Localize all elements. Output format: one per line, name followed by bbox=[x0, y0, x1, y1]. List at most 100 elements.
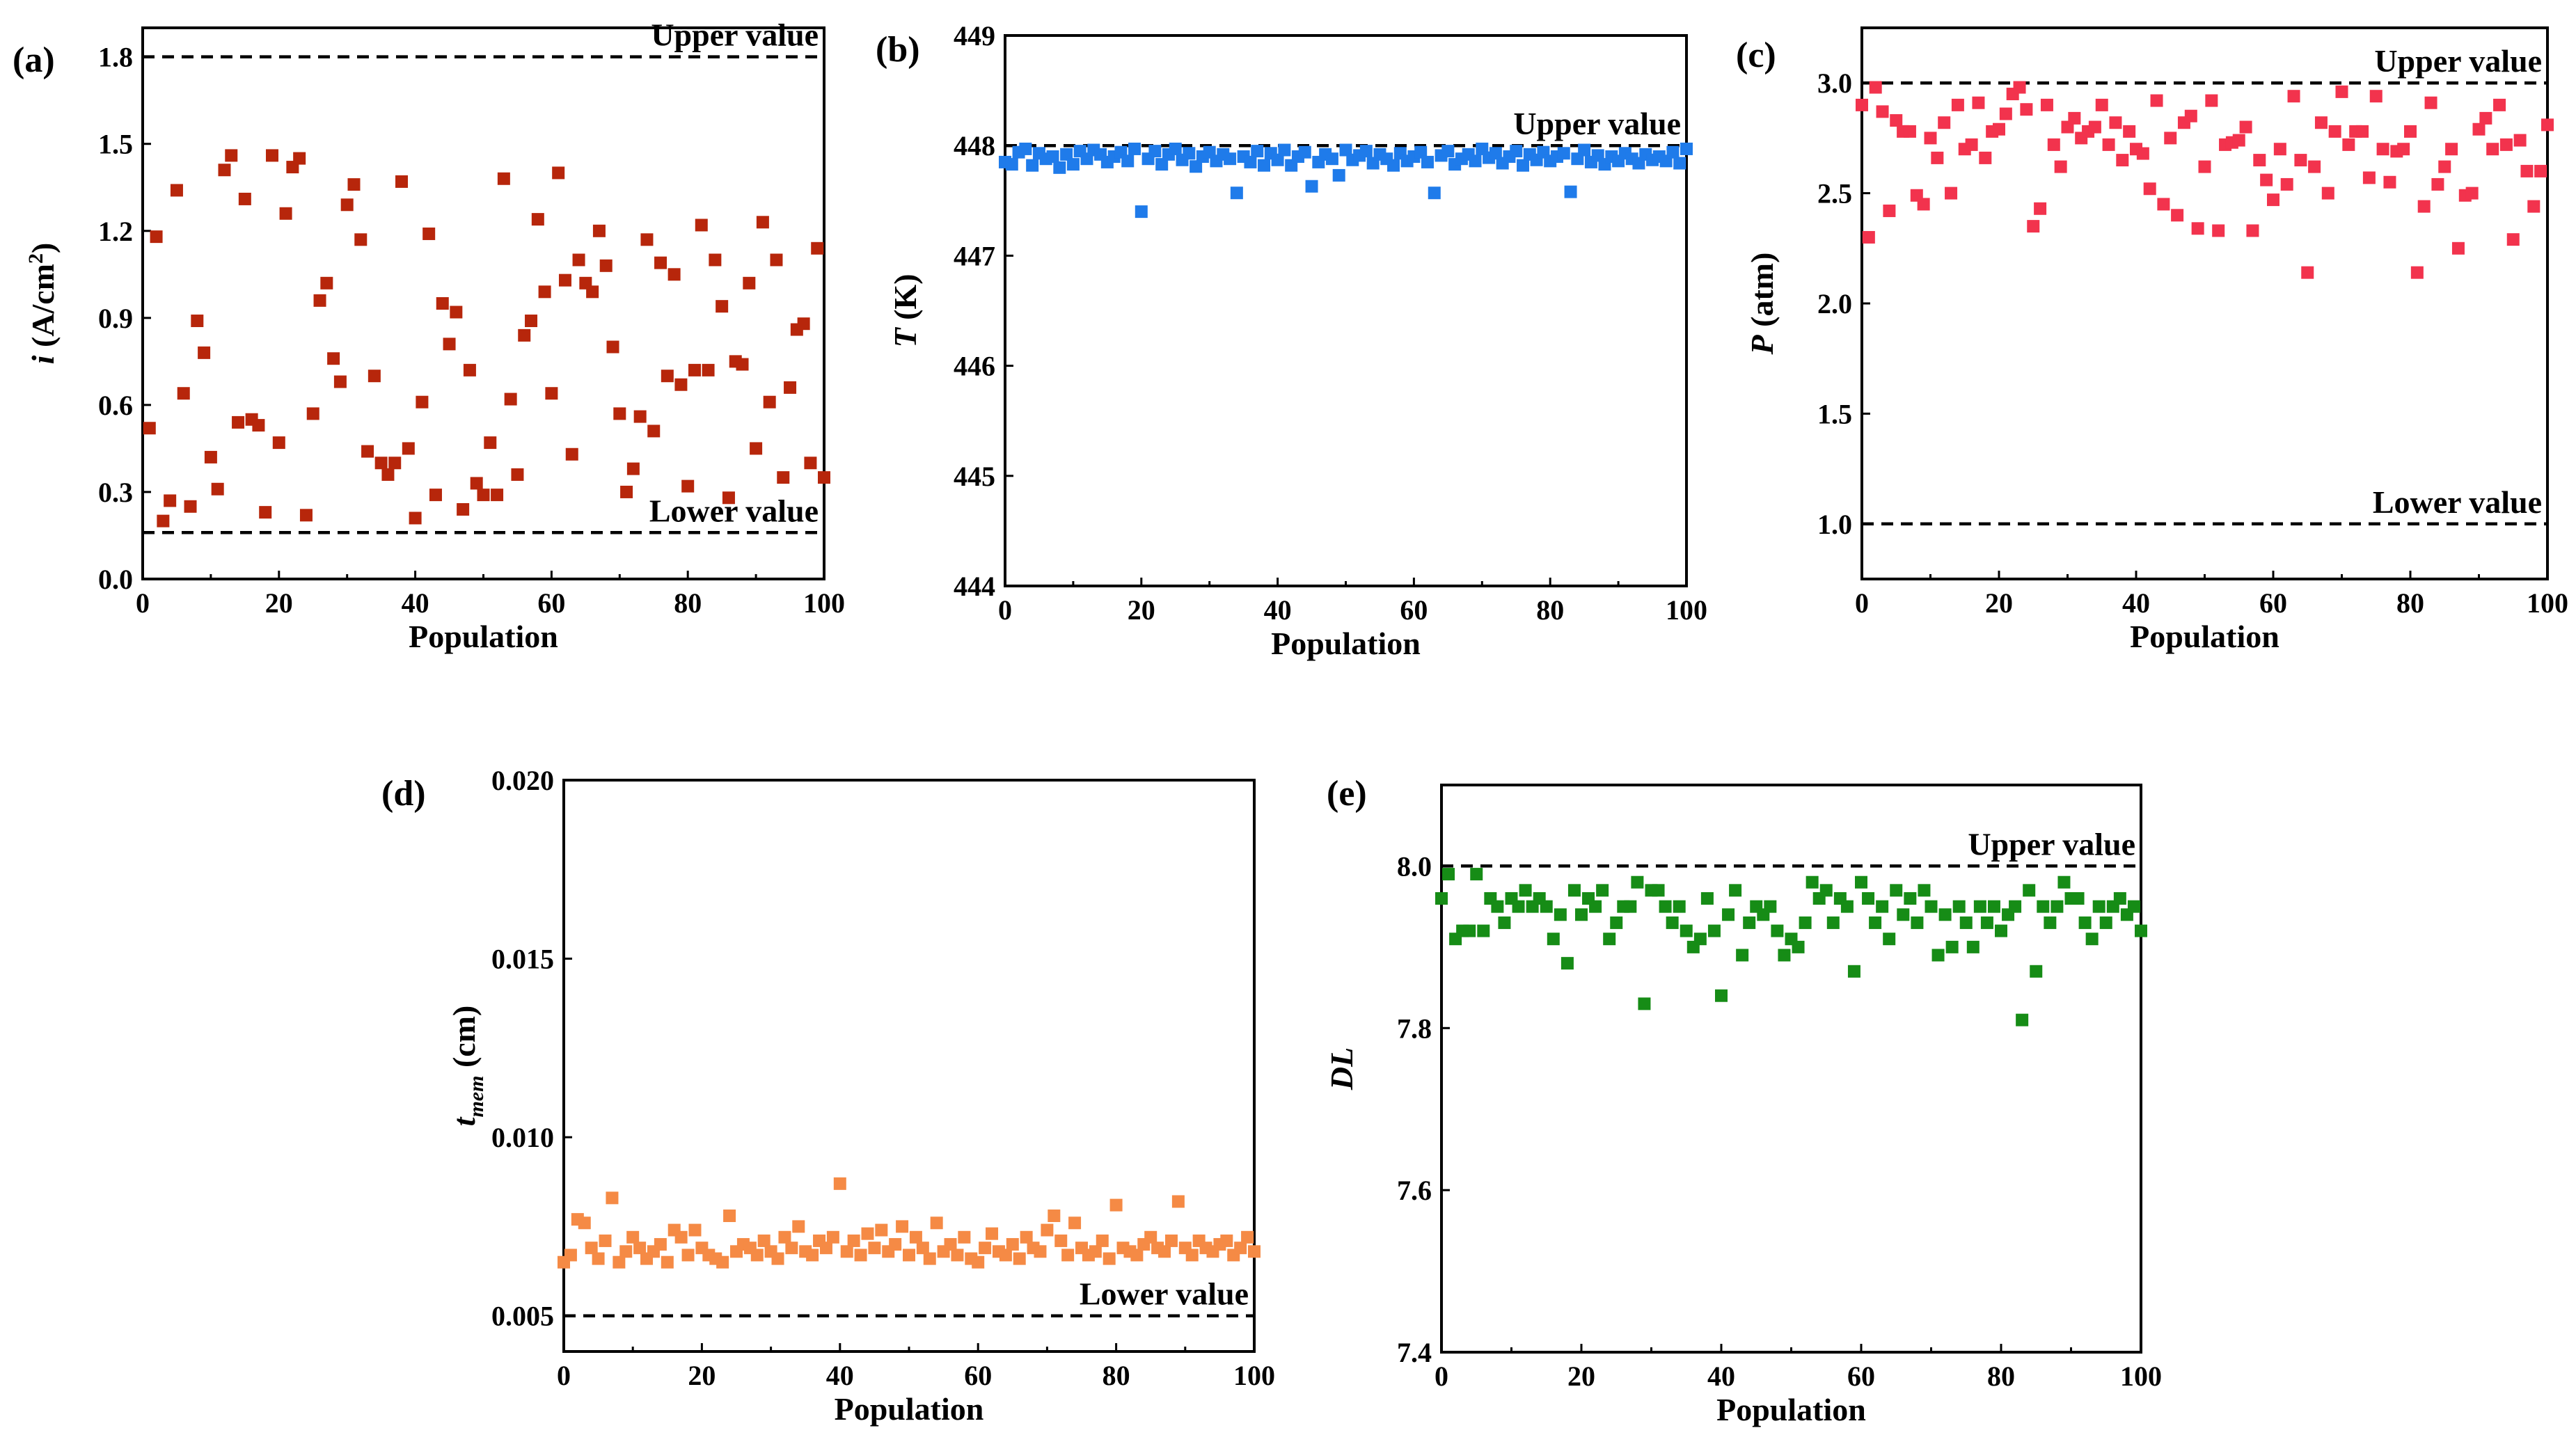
x-axis-label: Population bbox=[409, 619, 558, 654]
data-point bbox=[177, 387, 190, 400]
data-point bbox=[225, 149, 238, 162]
data-point bbox=[681, 479, 695, 493]
data-point bbox=[463, 363, 476, 376]
data-point bbox=[327, 352, 340, 365]
data-point bbox=[1005, 158, 1018, 171]
data-point bbox=[1624, 900, 1637, 913]
data-point bbox=[756, 216, 769, 229]
data-point bbox=[470, 477, 483, 490]
x-tick-label: 60 bbox=[1400, 594, 1428, 626]
data-point bbox=[1244, 155, 1257, 168]
data-point bbox=[654, 1238, 667, 1251]
data-point bbox=[2088, 120, 2101, 134]
x-tick-label: 80 bbox=[674, 587, 702, 619]
y-axis-superscript: 2 bbox=[24, 253, 47, 264]
data-point bbox=[1995, 924, 2007, 937]
data-point bbox=[2068, 111, 2081, 125]
data-point bbox=[272, 436, 285, 450]
data-point bbox=[552, 166, 565, 180]
data-point bbox=[2009, 900, 2022, 913]
data-point bbox=[1068, 1216, 1082, 1230]
data-point bbox=[2438, 160, 2451, 173]
data-point bbox=[306, 407, 319, 420]
data-point bbox=[654, 256, 667, 269]
data-point bbox=[2424, 96, 2437, 109]
data-point bbox=[1862, 230, 1875, 244]
data-point bbox=[504, 393, 517, 406]
data-point bbox=[979, 1242, 992, 1255]
data-point bbox=[1869, 81, 1882, 94]
data-point bbox=[2116, 154, 2129, 167]
data-point bbox=[1911, 916, 1924, 929]
data-point bbox=[1965, 138, 1978, 151]
x-tick-label: 60 bbox=[537, 587, 565, 619]
data-point bbox=[1847, 965, 1860, 978]
data-point bbox=[218, 164, 231, 177]
data-point bbox=[1876, 105, 1889, 118]
data-point bbox=[1220, 1234, 1233, 1247]
data-point bbox=[313, 294, 326, 307]
data-point bbox=[2410, 266, 2424, 279]
data-point bbox=[1278, 143, 1291, 157]
data-point bbox=[1707, 924, 1721, 937]
data-point bbox=[1979, 151, 1992, 164]
data-point bbox=[1966, 940, 1980, 953]
data-point bbox=[1332, 168, 1345, 182]
data-point bbox=[157, 514, 170, 528]
data-point bbox=[402, 442, 415, 455]
data-point bbox=[736, 358, 749, 371]
data-point bbox=[2205, 94, 2218, 107]
data-point bbox=[1046, 150, 1059, 164]
data-point bbox=[1673, 157, 1686, 170]
data-point bbox=[1840, 900, 1854, 913]
data-point bbox=[531, 213, 544, 226]
data-point bbox=[1224, 152, 1237, 166]
data-point bbox=[2171, 209, 2184, 222]
data-point bbox=[1547, 933, 1560, 946]
data-point bbox=[586, 285, 599, 299]
data-point bbox=[806, 1248, 819, 1262]
data-point bbox=[2127, 900, 2140, 913]
data-point bbox=[1251, 145, 1264, 158]
data-point bbox=[2267, 193, 2279, 207]
data-point bbox=[1890, 884, 1903, 897]
data-point bbox=[804, 457, 817, 470]
data-point bbox=[211, 482, 224, 495]
y-tick-label: 1.2 bbox=[98, 216, 133, 247]
data-point bbox=[320, 276, 333, 290]
data-point bbox=[1109, 1198, 1123, 1212]
data-point bbox=[1931, 151, 1944, 164]
data-point bbox=[2479, 111, 2492, 125]
data-point bbox=[1171, 1195, 1185, 1208]
data-point bbox=[1917, 198, 1930, 211]
data-point bbox=[2232, 134, 2245, 147]
data-point bbox=[811, 241, 824, 255]
data-point bbox=[986, 1227, 999, 1240]
data-point bbox=[1183, 147, 1196, 160]
y-tick-label: 7.8 bbox=[1397, 1013, 1432, 1044]
x-tick-label: 80 bbox=[2396, 587, 2424, 619]
data-point bbox=[1435, 892, 1448, 905]
y-tick-label: 0.010 bbox=[491, 1122, 554, 1153]
x-tick-label: 0 bbox=[1435, 1361, 1448, 1392]
data-point bbox=[1819, 884, 1833, 897]
data-point bbox=[340, 198, 354, 212]
data-point bbox=[1666, 145, 1680, 159]
data-point bbox=[606, 340, 619, 354]
data-point bbox=[819, 1242, 832, 1255]
data-point bbox=[716, 1255, 729, 1269]
data-point bbox=[381, 468, 395, 481]
panel-d: 0 20 40 60 80 100 0.005 0.010 0.015 0.020 Populati… bbox=[381, 765, 1275, 1427]
data-point bbox=[1603, 933, 1616, 946]
data-point bbox=[484, 436, 497, 450]
x-tick-label: 40 bbox=[1707, 1361, 1735, 1392]
data-point bbox=[2506, 233, 2520, 246]
data-point bbox=[1298, 145, 1311, 159]
data-point bbox=[1722, 908, 1735, 921]
data-point bbox=[388, 457, 402, 470]
data-point bbox=[633, 1242, 647, 1255]
data-point bbox=[238, 192, 251, 205]
y-axis-label: i (A/cm2) bbox=[24, 243, 61, 365]
y-axis-variable: DL bbox=[1324, 1047, 1359, 1091]
